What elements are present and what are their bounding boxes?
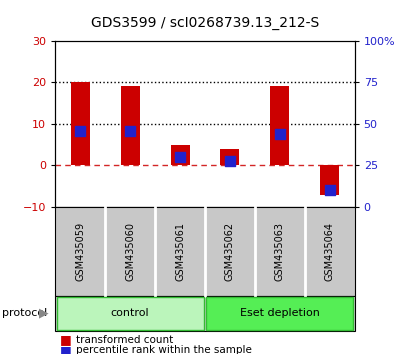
Text: transformed count: transformed count: [76, 335, 173, 345]
Text: Eset depletion: Eset depletion: [239, 308, 319, 318]
Text: percentile rank within the sample: percentile rank within the sample: [76, 346, 251, 354]
Bar: [319, 166, 338, 195]
Point: [276, 131, 282, 137]
Bar: [270, 86, 289, 166]
Text: protocol: protocol: [2, 308, 47, 318]
Text: ▶: ▶: [39, 307, 49, 320]
Text: GDS3599 / scI0268739.13_212-S: GDS3599 / scI0268739.13_212-S: [91, 16, 318, 30]
Text: ■: ■: [59, 344, 71, 354]
Point: [176, 154, 183, 160]
Point: [226, 158, 233, 163]
Text: GSM435062: GSM435062: [225, 222, 234, 281]
Text: GSM435063: GSM435063: [274, 222, 284, 281]
Text: control: control: [110, 308, 149, 318]
Bar: [120, 86, 139, 166]
Text: GSM435060: GSM435060: [125, 222, 135, 281]
Text: GSM435059: GSM435059: [75, 222, 85, 281]
Bar: [71, 82, 90, 166]
Point: [326, 188, 332, 193]
Point: [77, 128, 83, 133]
Text: ■: ■: [59, 333, 71, 346]
Bar: [170, 145, 189, 166]
Text: GSM435064: GSM435064: [324, 222, 334, 281]
Point: [127, 128, 133, 133]
Bar: [220, 149, 239, 166]
Text: GSM435061: GSM435061: [175, 222, 184, 281]
